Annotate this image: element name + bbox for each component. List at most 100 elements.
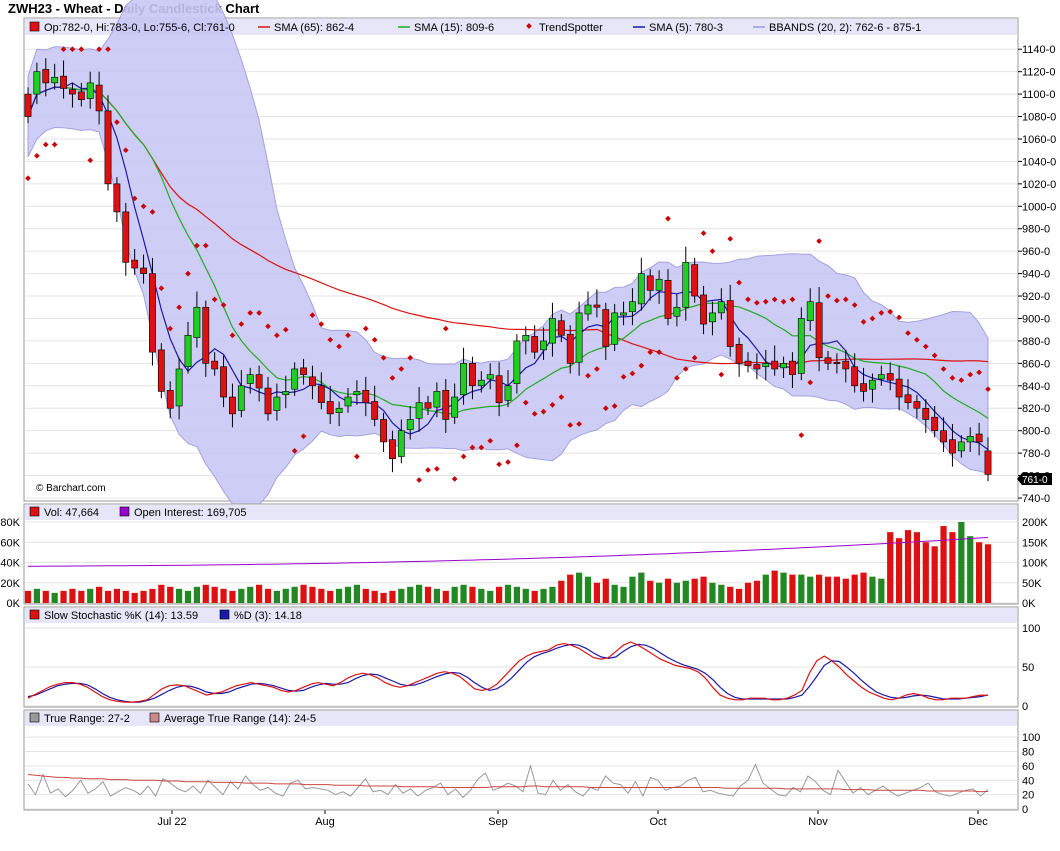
volume-bar <box>878 578 885 603</box>
candle-body <box>904 394 912 403</box>
volume-bar <box>789 574 796 603</box>
volume-bar <box>300 584 307 603</box>
candle-body <box>869 379 876 390</box>
candle-body <box>815 302 823 359</box>
legend-item: Slow Stochastic %K (14): 13.59 <box>29 609 198 622</box>
volume-bar <box>860 572 867 603</box>
candle-body <box>717 301 725 314</box>
candle-body <box>824 357 832 364</box>
trendspotter-marker <box>478 444 485 451</box>
volume-bar <box>496 586 503 603</box>
volume-bar <box>611 584 618 603</box>
candlestick <box>486 363 494 390</box>
candle-body <box>211 360 219 370</box>
candle-body <box>229 396 236 415</box>
trendspotter-marker <box>514 442 520 449</box>
volume-legend-bar <box>25 505 1017 520</box>
volume-bar <box>264 588 272 603</box>
price-tick-label: 780-0 <box>1022 448 1050 460</box>
candle-body <box>691 264 699 297</box>
candlestick <box>157 343 165 399</box>
trendspotter-marker <box>158 285 165 292</box>
candle-body <box>744 360 752 366</box>
candlestick <box>193 291 201 348</box>
candlestick <box>77 82 85 107</box>
candle-body <box>922 407 930 420</box>
volume-bar <box>380 592 387 603</box>
candlestick <box>220 355 227 408</box>
atr-tick-label: 0 <box>1022 804 1028 816</box>
trendspotter-marker <box>869 315 876 322</box>
volume-bar <box>442 590 449 603</box>
trendspotter-marker <box>834 297 840 304</box>
volume-bar <box>816 574 823 603</box>
candle-body <box>637 273 645 305</box>
volume-bar <box>407 586 414 603</box>
volume-bar <box>691 578 698 603</box>
volume-bar <box>362 588 369 603</box>
watermark: © Barchart.com <box>36 483 106 494</box>
candle-body <box>842 360 850 370</box>
candle-body <box>175 368 183 407</box>
legend-item: SMA (15): 809-6 <box>398 22 494 34</box>
candle-body <box>60 75 67 89</box>
legend-item: Op:782-0, Hi:783-0, Lo:755-6, Cl:761-0 <box>29 21 235 34</box>
candlestick <box>780 356 787 378</box>
volume-right-tick-label: 150K <box>1022 537 1048 549</box>
volume-bar <box>513 586 520 603</box>
volume-bar <box>469 586 476 603</box>
trendspotter-marker <box>594 366 600 372</box>
trendspotter-marker <box>798 432 805 438</box>
trendspotter-marker <box>407 354 414 361</box>
candle-body <box>913 401 921 409</box>
trendspotter-marker <box>816 238 822 244</box>
trendspotter-marker <box>131 195 138 202</box>
volume-bar <box>371 590 378 603</box>
trendspotter-marker <box>949 375 956 381</box>
atr-legend-bar <box>25 711 1017 726</box>
candlestick <box>860 367 867 402</box>
candlestick <box>460 347 467 405</box>
price-tick-label: 740-0 <box>1022 493 1050 505</box>
price-tick-label: 840-0 <box>1022 381 1050 393</box>
volume-bar <box>762 574 769 603</box>
candlestick <box>957 435 965 458</box>
trendspotter-marker <box>940 366 947 372</box>
candlestick <box>789 352 796 389</box>
candle-body <box>291 368 299 390</box>
trendspotter-marker <box>958 377 965 384</box>
candlestick <box>620 301 627 326</box>
trendspotter-marker <box>522 399 529 406</box>
trendspotter-marker <box>887 308 894 315</box>
atr-axis: 100 80 60 40 20 0 <box>1022 732 1040 816</box>
volume-bar <box>33 588 40 603</box>
candlestick <box>175 357 183 420</box>
volume-left-tick-label: 0K <box>7 598 21 610</box>
candlestick <box>931 406 939 438</box>
volume-left-tick-label: 40K <box>0 558 20 570</box>
candle-body <box>957 441 965 452</box>
candlestick <box>42 58 50 97</box>
candle-body <box>255 374 263 389</box>
legend-item: Average True Range (14): 24-5 <box>149 712 316 725</box>
trendspotter-marker <box>496 461 502 468</box>
candlestick <box>762 349 770 381</box>
volume-bar <box>682 580 689 603</box>
volume-bar <box>247 586 254 603</box>
trendspotter-marker <box>709 248 716 254</box>
trendspotter-marker <box>896 314 902 321</box>
candle-body <box>77 91 85 101</box>
price-tick-label: 1040-0 <box>1022 156 1056 168</box>
price-tick-label: 1120-0 <box>1022 67 1055 79</box>
trendspotter-marker <box>149 209 156 215</box>
volume-bar <box>807 576 814 603</box>
volume-bar <box>291 586 298 603</box>
candle-body <box>415 402 423 419</box>
candle-body <box>735 343 743 364</box>
trendspotter-marker <box>576 421 582 427</box>
candlesticks <box>24 58 992 482</box>
candle-body <box>371 401 379 420</box>
trendspotter-marker <box>851 302 858 308</box>
candle-body <box>789 360 796 375</box>
volume-bar <box>531 590 538 603</box>
